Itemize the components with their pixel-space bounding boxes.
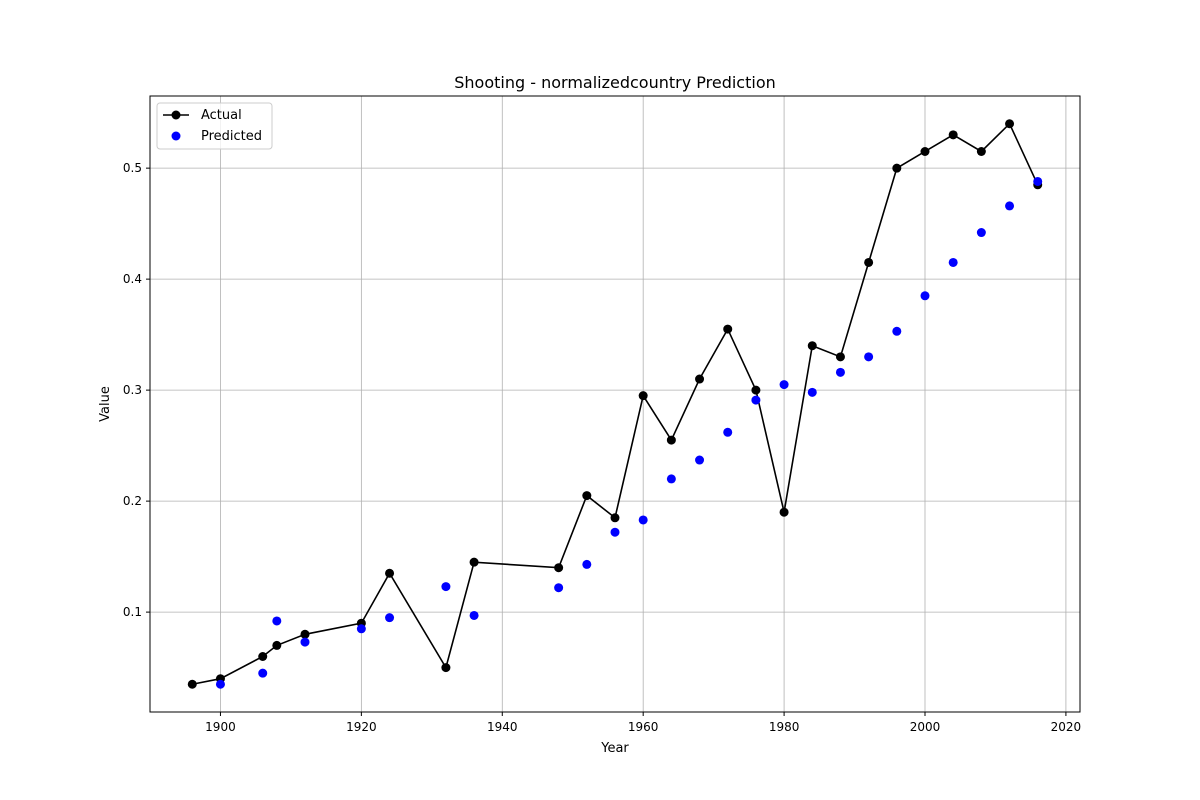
y-tick-label: 0.1 [123,605,142,619]
predicted-point [948,257,958,267]
legend: Actual Predicted [156,102,273,150]
predicted-point [300,637,310,647]
actual-point [582,491,592,501]
actual-point [723,324,733,334]
actual-point [695,374,705,384]
legend-actual-marker [171,110,181,120]
predicted-point [385,613,395,623]
actual-point [1005,119,1015,129]
predicted-point [920,291,930,301]
actual-point [554,563,564,573]
y-tick-label: 0.4 [123,272,142,286]
predicted-point [751,395,761,405]
y-tick-label: 0.2 [123,494,142,508]
predicted-point [695,455,705,465]
grid [150,96,1080,712]
actual-line [192,122,1039,686]
actual-point [920,146,930,156]
legend-actual-label: Actual [201,108,242,123]
predicted-point [582,559,592,569]
predicted-point [1005,201,1015,211]
y-axis-label: Value [98,386,113,422]
series-predicted [215,176,1043,689]
actual-point [864,257,874,267]
actual-point [751,385,761,395]
ticks: 1900 1920 1940 1960 1980 2000 2020 0.1 0.2 0.3 0.4… [123,161,1081,734]
predicted-point [356,624,366,634]
predicted-point [835,367,845,377]
actual-point [610,513,620,523]
predicted-point [215,679,225,689]
x-tick-label: 2000 [910,720,941,734]
predicted-point [1033,176,1043,186]
actual-point [300,629,310,639]
predicted-point [666,474,676,484]
actual-point [272,640,282,650]
x-tick-label: 2020 [1051,720,1082,734]
predicted-point [723,427,733,437]
actual-point [807,341,817,351]
predicted-point [976,228,986,238]
x-tick-label: 1940 [487,720,518,734]
x-axis-label: Year [600,741,629,756]
actual-point [779,507,789,517]
predicted-point [272,616,282,626]
predicted-point [469,610,479,620]
x-tick-label: 1960 [628,720,659,734]
series-layer [187,119,1043,689]
actual-point [469,557,479,567]
predicted-point [554,583,564,593]
predicted-point [610,527,620,537]
series-actual [187,119,1043,689]
actual-point [441,663,451,673]
predicted-point [864,352,874,362]
y-tick-label: 0.5 [123,161,142,175]
chart-title: Shooting - normalizedcountry Prediction [454,73,776,92]
predicted-point [807,387,817,397]
actual-point [385,568,395,578]
actual-point [187,679,197,689]
actual-point [835,352,845,362]
legend-predicted-label: Predicted [201,129,262,144]
plot-frame [149,95,1081,713]
actual-point [892,163,902,173]
actual-point [976,146,986,156]
predicted-point [892,326,902,336]
legend-predicted-marker [171,131,181,141]
x-tick-label: 1980 [769,720,800,734]
predicted-point [441,582,451,592]
x-tick-label: 1900 [205,720,236,734]
predicted-point [638,515,648,525]
actual-point [948,130,958,140]
x-tick-label: 1920 [346,720,377,734]
predicted-point [258,668,268,678]
predicted-point [779,380,789,390]
actual-point [258,652,268,662]
actual-point [638,391,648,401]
actual-point [666,435,676,445]
y-tick-label: 0.3 [123,383,142,397]
